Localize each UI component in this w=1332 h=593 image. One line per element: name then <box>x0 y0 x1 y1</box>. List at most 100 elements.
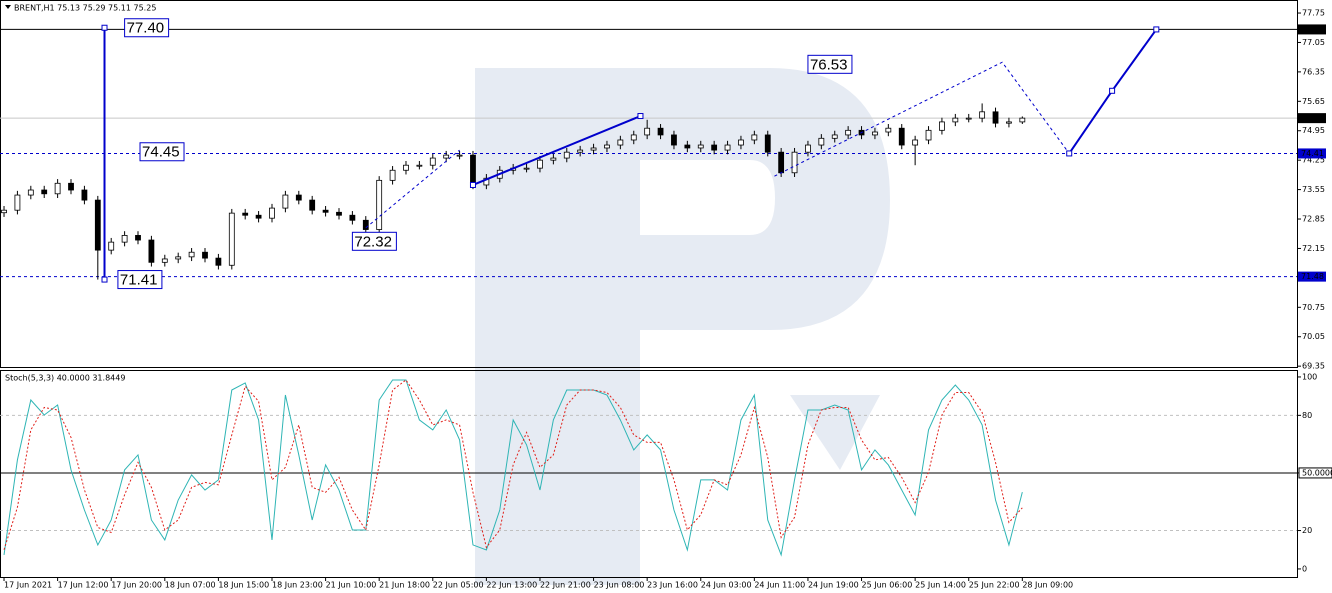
watermark <box>475 68 890 585</box>
x-tick-label: 28 Jun 09:00 <box>1022 581 1073 590</box>
candle-body <box>215 257 222 266</box>
candle-body <box>68 182 74 191</box>
level-tag <box>1298 148 1326 159</box>
y-tick-label: 0 <box>1302 564 1307 573</box>
candle-body <box>255 214 262 219</box>
candle-body <box>831 134 838 139</box>
x-tick-label: 18 Jun 15:00 <box>218 581 269 590</box>
candle-body <box>175 256 182 260</box>
candle-body <box>14 194 21 211</box>
candle-body <box>805 144 811 153</box>
candle-body <box>872 131 878 136</box>
y-tick-label: 77.05 <box>1302 38 1325 47</box>
candle-body <box>443 154 450 159</box>
y-tick-label: 76.35 <box>1302 67 1325 76</box>
y-tick-label: 20 <box>1302 526 1312 535</box>
candle-body <box>845 129 852 136</box>
level-tag <box>1298 113 1326 124</box>
x-tick-label: 17 Jun 12:00 <box>58 581 109 590</box>
candle-body <box>898 127 905 146</box>
candle-body <box>925 129 932 141</box>
candle-body <box>644 127 651 136</box>
candle-body <box>403 164 409 171</box>
x-tick-label: 23 Jun 16:00 <box>647 581 698 590</box>
x-tick-label: 25 Jun 06:00 <box>862 581 913 590</box>
level-label: 75.25 <box>1301 114 1324 123</box>
candle-body <box>657 127 664 136</box>
y-tick-label: 70.05 <box>1302 332 1325 341</box>
chart-title: BRENT,H1 75.13 75.29 75.11 75.25 <box>14 4 156 13</box>
x-tick-label: 24 Jun 03:00 <box>701 581 752 590</box>
stoch-title: Stoch(5,3,3) 40.0000 31.8449 <box>5 374 125 383</box>
y-tick-label: 72.85 <box>1302 215 1325 224</box>
annotation-box <box>124 18 170 38</box>
candle-body <box>952 117 959 123</box>
candle-body <box>54 182 61 195</box>
y-tick-label: 69.35 <box>1302 362 1325 371</box>
candle-body <box>94 199 101 251</box>
x-tick-label: 18 Jun 07:00 <box>165 581 216 590</box>
y-tick-label: 74.25 <box>1302 156 1325 165</box>
candle-body <box>148 239 155 263</box>
candle-body <box>121 235 128 243</box>
y-tick-label: 74.95 <box>1302 126 1325 135</box>
candle-body <box>429 157 436 166</box>
candle-body <box>992 111 999 124</box>
stoch-line <box>3 379 1023 550</box>
annotation-label: 74.45 <box>142 144 180 161</box>
segment-point <box>101 24 108 31</box>
candle-body <box>416 164 423 167</box>
annotation-label: 76.53 <box>810 56 848 73</box>
candle-body <box>778 151 785 174</box>
drawn-line <box>472 115 641 186</box>
x-tick-label: 17 Jun 2021 <box>4 581 52 590</box>
candle-body <box>537 159 543 169</box>
menu-icon <box>5 5 11 9</box>
candle-body <box>965 117 972 120</box>
x-tick-label: 25 Jun 14:00 <box>915 581 966 590</box>
dashed-line <box>774 61 1070 177</box>
tick-box <box>1298 467 1332 479</box>
candle-body <box>135 235 141 241</box>
x-tick-label: 22 Jun 13:00 <box>486 581 537 590</box>
candle-body <box>791 151 798 174</box>
annotation-label: 77.40 <box>127 20 165 37</box>
candle-body <box>336 211 342 216</box>
x-tick-label: 21 Jun 10:00 <box>326 581 377 590</box>
candle-body <box>697 144 704 149</box>
candle-body <box>818 137 825 146</box>
candle-body <box>523 167 530 170</box>
candle-body <box>711 144 718 151</box>
level-tag <box>1298 24 1326 35</box>
level-label: 77.36 <box>1301 25 1324 34</box>
candle-body <box>550 157 557 161</box>
candle-body <box>108 241 115 251</box>
candle-body <box>389 169 396 181</box>
candle-body <box>483 177 490 186</box>
segment-point <box>1109 87 1116 94</box>
y-tick-label: 72.15 <box>1302 244 1325 253</box>
x-tick-label: 24 Jun 11:00 <box>754 581 805 590</box>
main-frame <box>0 0 1298 368</box>
x-tick-label: 22 Jun 21:00 <box>540 581 591 590</box>
x-tick-label: 21 Jun 18:00 <box>379 581 430 590</box>
candle-body <box>939 121 945 131</box>
candle-body <box>1 209 7 214</box>
stoch-frame <box>0 370 1298 578</box>
candle-body <box>242 212 249 216</box>
x-tick-label: 23 Jun 08:00 <box>594 581 645 590</box>
candle-body <box>81 189 88 201</box>
dashed-line <box>365 149 460 229</box>
candle-body <box>764 134 771 153</box>
y-tick-label: 70.75 <box>1302 303 1325 312</box>
x-tick-label: 24 Jun 19:00 <box>808 581 859 590</box>
segment-point <box>101 276 108 283</box>
annotation-label: 71.41 <box>120 272 158 289</box>
x-tick-label: 22 Jun 05:00 <box>433 581 484 590</box>
x-tick-label: 17 Jun 20:00 <box>111 581 162 590</box>
candle-body <box>751 134 758 141</box>
candle-body <box>671 134 677 146</box>
y-tick-label: 50.0000 <box>1302 468 1332 477</box>
